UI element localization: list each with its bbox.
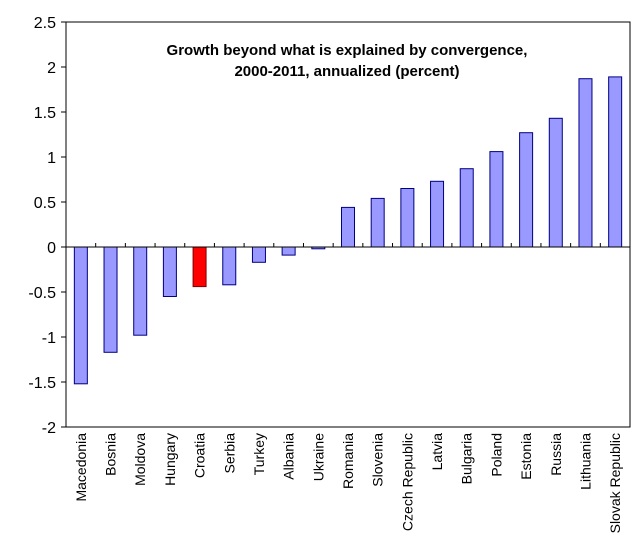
y-tick-label: 2.5 <box>34 15 56 32</box>
bar-hungary <box>162 246 177 297</box>
y-tick-label: 1.5 <box>34 105 56 122</box>
bar-albania <box>281 246 296 256</box>
category-label: Hungary <box>162 433 178 486</box>
chart-title-line-1: Growth beyond what is explained by conve… <box>167 42 528 59</box>
category-label: Estonia <box>518 433 534 480</box>
y-tick-label: -0.5 <box>28 285 56 302</box>
bar-croatia <box>192 246 207 288</box>
category-label: Ukraine <box>310 433 326 481</box>
category-label: Bulgaria <box>459 433 475 485</box>
category-label: Russia <box>548 433 564 476</box>
bar-poland <box>489 151 504 248</box>
bar-lithuania <box>578 78 593 248</box>
x-axis-ticks <box>65 243 631 247</box>
bar-romania <box>341 206 355 248</box>
bar-serbia <box>222 246 237 286</box>
category-label: Poland <box>488 433 504 477</box>
y-tick-label: -2 <box>42 420 56 437</box>
bar-slovenia <box>370 197 385 248</box>
bar-slovak-republic <box>608 76 623 248</box>
category-label: Albania <box>281 433 297 480</box>
bar-estonia <box>519 132 534 248</box>
category-label: Slovak Republic <box>607 433 623 533</box>
y-tick-label: 1 <box>47 150 56 167</box>
category-label: Macedonia <box>73 433 89 502</box>
chart-title-line-2: 2000-2011, annualized (percent) <box>234 63 459 80</box>
bar-czech-republic <box>400 188 415 248</box>
category-label: Turkey <box>251 433 267 475</box>
y-axis-tick-labels: -2 -1.5 -1 -0.5 0 0.5 1 1.5 2 2.5 <box>28 15 56 437</box>
bar-macedonia <box>73 246 88 385</box>
y-axis-ticks <box>61 21 66 428</box>
category-label: Bosnia <box>103 433 119 476</box>
plot-area-frame <box>65 21 631 428</box>
category-label: Serbia <box>221 433 237 474</box>
bar-russia <box>548 117 563 248</box>
y-tick-label: -1 <box>42 330 56 347</box>
category-label: Czech Republic <box>399 433 415 531</box>
category-labels: Macedonia Bosnia Moldova Hungary Croatia Serb… <box>73 433 623 534</box>
category-label: Romania <box>340 433 356 489</box>
bar-bosnia <box>103 246 118 353</box>
category-label: Moldova <box>132 433 148 486</box>
bar-moldova <box>133 246 148 336</box>
bar-turkey <box>251 246 266 263</box>
y-tick-label: -1.5 <box>28 375 56 392</box>
y-tick-label: 2 <box>47 60 56 77</box>
bar-bulgaria <box>459 168 474 248</box>
bars <box>73 76 623 385</box>
y-tick-label: 0.5 <box>34 195 56 212</box>
category-label: Latvia <box>429 433 445 471</box>
y-tick-label: 0 <box>47 240 56 257</box>
category-label: Croatia <box>192 433 208 478</box>
bar-latvia <box>430 180 445 248</box>
category-label: Lithuania <box>577 433 593 490</box>
category-label: Slovenia <box>370 433 386 487</box>
